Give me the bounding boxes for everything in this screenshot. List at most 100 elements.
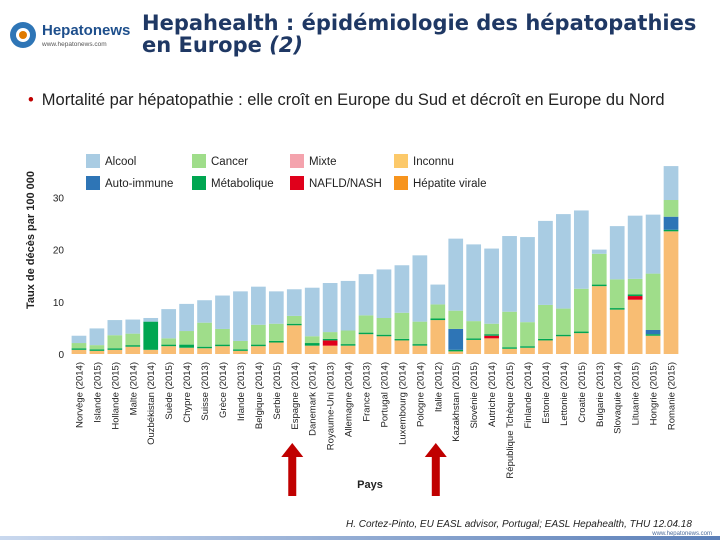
bar-segment-alcool <box>233 291 248 341</box>
chart-axes: Taux de décès par 100 000 0 10 20 30 Pays <box>25 171 383 491</box>
bar-segment-alcool <box>591 249 607 254</box>
x-tick-label: Suisse (2013) <box>200 362 211 421</box>
legend-label-metabolique: Métabolique <box>211 178 274 190</box>
bar-segment-cancer <box>484 323 499 335</box>
legend-swatch-cancer <box>192 154 206 168</box>
x-tick-label: Belgique (2014) <box>254 362 265 429</box>
bar-segment-metabolique <box>609 308 625 310</box>
legend-swatch-viral <box>394 176 408 190</box>
bar-segment-viral <box>376 336 392 354</box>
y-tick-label: 20 <box>53 246 65 257</box>
bar-segment-metabolique <box>233 349 248 351</box>
bar-segment-cancer <box>663 200 679 217</box>
bar-segment-alcool <box>609 226 625 280</box>
bar-segment-viral <box>286 325 302 354</box>
bar-segment-alcool <box>556 214 571 309</box>
bar-segment-cancer <box>161 338 177 345</box>
title-suffix: (2) <box>269 33 303 57</box>
footer-reference: H. Cortez-Pinto, EU EASL advisor, Portug… <box>346 519 692 530</box>
x-tick-label: République Tchèque (2015) <box>505 362 516 479</box>
bar-segment-viral <box>179 347 194 354</box>
bar-segment-viral <box>125 346 141 354</box>
bar-segment-metabolique <box>484 334 499 336</box>
x-tick-label: Chypre (2014) <box>182 362 193 423</box>
bar-segment-viral <box>538 340 553 354</box>
bar-segment-alcool <box>71 335 87 344</box>
legend-label-mixte: Mixte <box>309 156 336 168</box>
bar-segment-alcool <box>394 265 410 313</box>
bar-segment-viral <box>466 339 482 354</box>
x-tick-label: Royaume-Uni (2013) <box>326 362 337 450</box>
bar-segment-cancer <box>286 315 302 324</box>
bar-segment-metabolique <box>268 340 284 343</box>
bar-segment-metabolique <box>376 334 392 337</box>
bar-segment-cancer <box>107 335 123 349</box>
bar-segment-cancer <box>573 288 589 332</box>
bar-segment-cancer <box>215 328 230 345</box>
legend-label-cancer: Cancer <box>211 156 248 168</box>
hepatonews-logo[interactable]: Hepatonews www.hepatonews.com <box>8 14 136 58</box>
bar-segment-viral <box>430 320 446 354</box>
bar-segment-alcool <box>430 284 446 305</box>
bar-segment-cancer <box>89 345 105 350</box>
bar-segment-cancer <box>430 304 446 319</box>
bar-segment-cancer <box>322 332 338 339</box>
x-tick-label: Grèce (2014) <box>218 362 229 418</box>
bar-segment-metabolique <box>573 331 589 334</box>
bar-segment-viral <box>591 286 607 354</box>
bar-segment-alcool <box>538 220 553 305</box>
logo-icon <box>10 22 36 48</box>
x-tick-label: Luxembourg (2014) <box>397 362 408 445</box>
bar-segment-alcool <box>340 280 356 331</box>
bar-segment-viral <box>645 335 661 354</box>
legend-label-alcool: Alcool <box>105 156 136 168</box>
bullet-point: • Mortalité par hépatopathie : elle croît… <box>28 90 708 111</box>
bar-segment-alcool <box>107 320 123 336</box>
y-axis-label: Taux de décès par 100 000 <box>25 171 37 309</box>
bar-segment-alcool <box>448 238 464 311</box>
bar-segment-viral <box>448 351 464 354</box>
bar-segment-alcool <box>627 215 643 279</box>
y-tick-label: 0 <box>58 350 64 361</box>
bar-segment-cancer <box>304 336 320 344</box>
bar-segment-metabolique <box>286 323 302 326</box>
x-tick-label: Allemagne (2014) <box>344 362 355 437</box>
x-tick-label: Estonie (2014) <box>541 362 552 424</box>
x-axis-label: Pays <box>357 479 383 491</box>
bar-segment-alcool <box>179 303 194 332</box>
bar-segment-alcool <box>663 166 679 201</box>
bar-segment-viral <box>197 348 212 354</box>
bar-segment-cancer <box>591 253 607 285</box>
bar-segment-cancer <box>340 330 356 345</box>
bar-segment-cancer <box>358 315 374 333</box>
bar-segment-alcool <box>143 317 159 322</box>
bar-segment-alcool <box>322 283 338 333</box>
bar-segment-viral <box>89 350 105 354</box>
bar-segment-metabolique <box>322 338 338 341</box>
x-tick-label: Islande (2015) <box>92 362 103 423</box>
chart-arrows <box>281 443 447 496</box>
bar-segment-metabolique <box>556 334 571 337</box>
bar-segment-cancer <box>556 308 571 335</box>
bar-segment-viral <box>107 349 123 354</box>
bar-segment-metabolique <box>251 344 266 347</box>
title-line-1: Hepahealth : épidémiologie des hépatopat… <box>142 11 697 35</box>
x-tick-label: Italie (2012) <box>433 362 444 412</box>
bar-segment-alcool <box>412 255 428 322</box>
bar-segment-viral <box>143 349 159 354</box>
bar-segment-metabolique <box>179 344 194 348</box>
x-tick-label: Lettonie (2014) <box>559 362 570 426</box>
bar-segment-alcool <box>520 237 535 323</box>
bar-segment-alcool <box>197 300 212 323</box>
bar-segment-alcool <box>89 328 105 346</box>
bar-segment-cancer <box>197 322 212 347</box>
legend-label-viral: Hépatite virale <box>413 178 487 190</box>
x-tick-label: Suède (2015) <box>164 362 175 420</box>
x-tick-label: Espagne (2014) <box>290 362 301 430</box>
up-arrow-icon <box>281 443 304 496</box>
bar-segment-viral <box>627 299 643 354</box>
bar-segment-nafld <box>322 340 338 346</box>
bar-segment-alcool <box>376 269 392 318</box>
bar-segment-viral <box>412 345 428 354</box>
bar-segment-metabolique <box>89 349 105 351</box>
